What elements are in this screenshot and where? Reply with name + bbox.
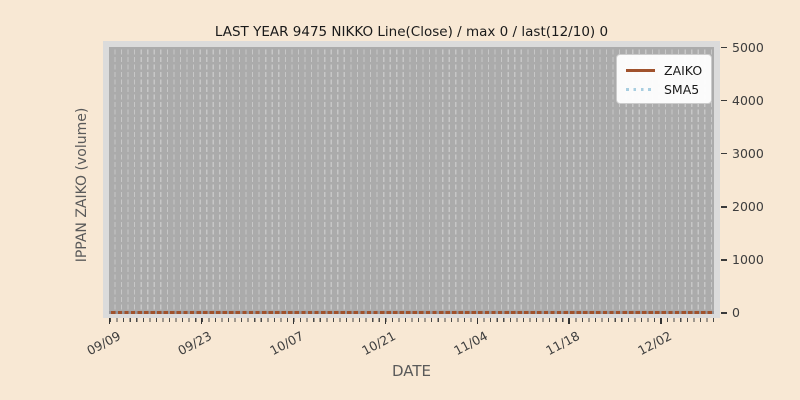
y-axis-label: IPPAN ZAIKO (volume): [74, 107, 90, 263]
y-tick-mark: [721, 312, 727, 314]
y-tick-mark: [721, 206, 727, 208]
y-tick-label: 2000: [732, 198, 764, 214]
x-tick-mark: [200, 318, 203, 324]
chart-title: LAST YEAR 9475 NIKKO Line(Close) / max 0…: [214, 24, 609, 40]
y-tick-label: 3000: [732, 145, 764, 161]
x-tick-mark: [384, 318, 386, 324]
x-tick-mark: [108, 318, 111, 324]
legend-item-label: SMA5: [664, 82, 700, 97]
y-tick-label: 4000: [732, 92, 764, 108]
legend-item-sma5: SMA5: [626, 81, 702, 98]
y-tick-mark: [721, 259, 727, 261]
sma5-series-line: [109, 311, 714, 314]
y-tick-mark: [721, 99, 727, 102]
y-tick-mark: [721, 46, 727, 49]
x-tick-mark: [476, 318, 478, 324]
legend-item-label: ZAIKO: [664, 63, 703, 78]
x-axis-minor-ticks: [109, 318, 714, 322]
x-tick-mark: [292, 318, 294, 324]
y-tick-label: 0: [732, 305, 740, 321]
x-tick-mark: [568, 318, 570, 324]
y-tick-mark: [721, 152, 727, 155]
legend: ZAIKO SMA5: [616, 54, 712, 104]
legend-solid-line-sample: [626, 69, 655, 72]
x-axis-label: DATE: [391, 362, 432, 380]
y-tick-label: 1000: [732, 252, 764, 268]
legend-dotted-line-sample: [626, 88, 655, 91]
x-tick-mark: [660, 318, 662, 324]
y-tick-label: 5000: [732, 39, 764, 55]
plot-grid-background: [109, 47, 714, 314]
legend-item-zaiko: ZAIKO: [626, 62, 702, 79]
